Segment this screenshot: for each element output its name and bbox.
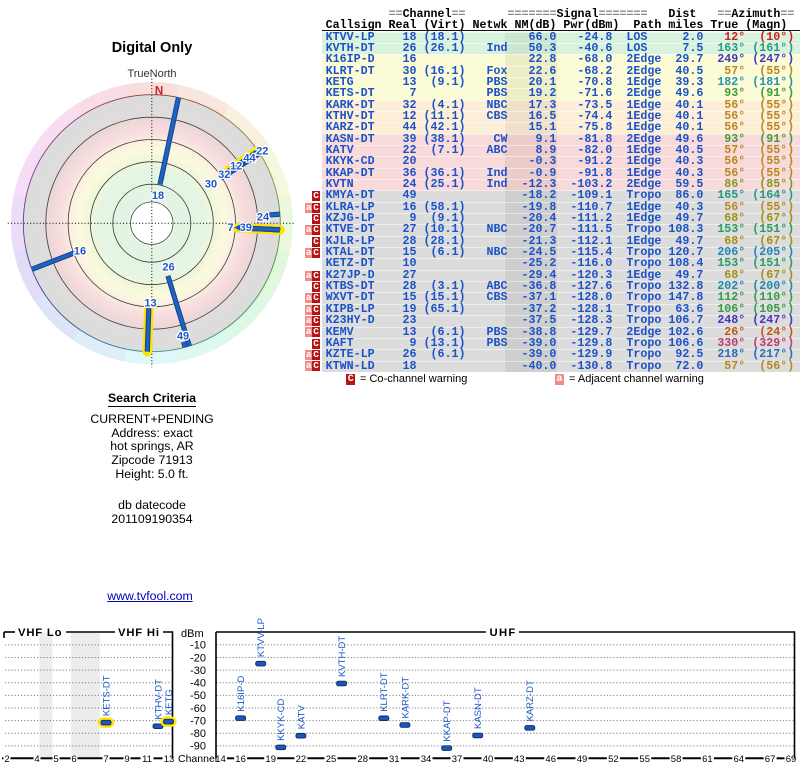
svg-text:K16IP-D: K16IP-D [236, 676, 247, 712]
svg-text:58: 58 [671, 754, 682, 765]
svg-text:-90: -90 [190, 741, 206, 753]
svg-text:30: 30 [205, 179, 217, 191]
svg-text:40: 40 [483, 754, 494, 765]
svg-text:VHF Hi: VHF Hi [118, 627, 160, 639]
svg-text:KATV: KATV [296, 705, 307, 730]
svg-text:-60: -60 [190, 703, 206, 715]
svg-text:26: 26 [162, 262, 174, 274]
svg-text:28: 28 [357, 754, 368, 765]
svg-text:Channel: Channel [178, 753, 217, 765]
svg-text:43: 43 [514, 754, 525, 765]
svg-text:46: 46 [545, 754, 556, 765]
svg-text:64: 64 [734, 754, 745, 765]
svg-text:39: 39 [240, 222, 252, 234]
svg-text:2: 2 [4, 754, 9, 765]
svg-text:7: 7 [227, 222, 233, 234]
svg-text:6: 6 [71, 754, 76, 765]
svg-text:25: 25 [326, 754, 337, 765]
svg-text:KARZ-DT: KARZ-DT [525, 680, 536, 721]
svg-text:37: 37 [452, 754, 463, 765]
svg-text:4: 4 [34, 754, 39, 765]
svg-text:22: 22 [296, 754, 307, 765]
svg-text:22: 22 [256, 146, 268, 158]
svg-text:52: 52 [608, 754, 619, 765]
svg-text:11: 11 [142, 754, 152, 765]
svg-text:dBm: dBm [181, 628, 204, 640]
svg-text:-50: -50 [190, 690, 206, 702]
svg-text:16: 16 [235, 754, 246, 765]
svg-text:-30: -30 [190, 665, 206, 677]
svg-text:KKYK-CD: KKYK-CD [276, 699, 287, 741]
svg-text:55: 55 [639, 754, 650, 765]
svg-text:-20: -20 [190, 652, 206, 664]
svg-text:N: N [155, 86, 163, 98]
svg-text:-70: -70 [190, 715, 206, 727]
svg-text:KASN-DT: KASN-DT [473, 687, 484, 729]
svg-text:9: 9 [124, 754, 129, 765]
svg-text:KTVV-LP: KTVV-LP [256, 618, 267, 657]
svg-text:UHF: UHF [490, 627, 517, 639]
svg-text:14: 14 [215, 754, 226, 765]
svg-text:69: 69 [786, 754, 797, 765]
svg-text:13: 13 [144, 298, 156, 310]
svg-text:KVTH-DT: KVTH-DT [337, 636, 348, 677]
svg-text:19: 19 [265, 754, 276, 765]
svg-text:7: 7 [103, 754, 108, 765]
svg-text:67: 67 [765, 754, 776, 765]
svg-text:16: 16 [74, 246, 86, 258]
svg-text:KKAP-DT: KKAP-DT [442, 700, 453, 741]
svg-text:13: 13 [164, 754, 175, 765]
svg-text:12: 12 [230, 161, 242, 173]
svg-text:44: 44 [243, 153, 256, 165]
svg-text:VHF Lo: VHF Lo [18, 627, 62, 639]
svg-text:5: 5 [53, 754, 58, 765]
svg-text:KARK-DT: KARK-DT [400, 677, 411, 719]
svg-text:-80: -80 [190, 728, 206, 740]
svg-text:32: 32 [218, 169, 230, 181]
svg-text:34: 34 [421, 754, 432, 765]
svg-text:-40: -40 [190, 678, 206, 690]
svg-text:18: 18 [152, 190, 164, 202]
svg-text:KETG: KETG [164, 689, 175, 715]
svg-text:KETS-DT: KETS-DT [101, 675, 112, 716]
svg-text:24: 24 [257, 212, 270, 224]
svg-text:KLRT-DT: KLRT-DT [379, 672, 390, 712]
svg-text:49: 49 [177, 331, 189, 343]
svg-text:61: 61 [702, 754, 713, 765]
svg-text:31: 31 [389, 754, 400, 765]
svg-text:-10: -10 [190, 640, 206, 652]
svg-text:49: 49 [577, 754, 588, 765]
svg-text:KTHV-DT: KTHV-DT [153, 679, 164, 720]
